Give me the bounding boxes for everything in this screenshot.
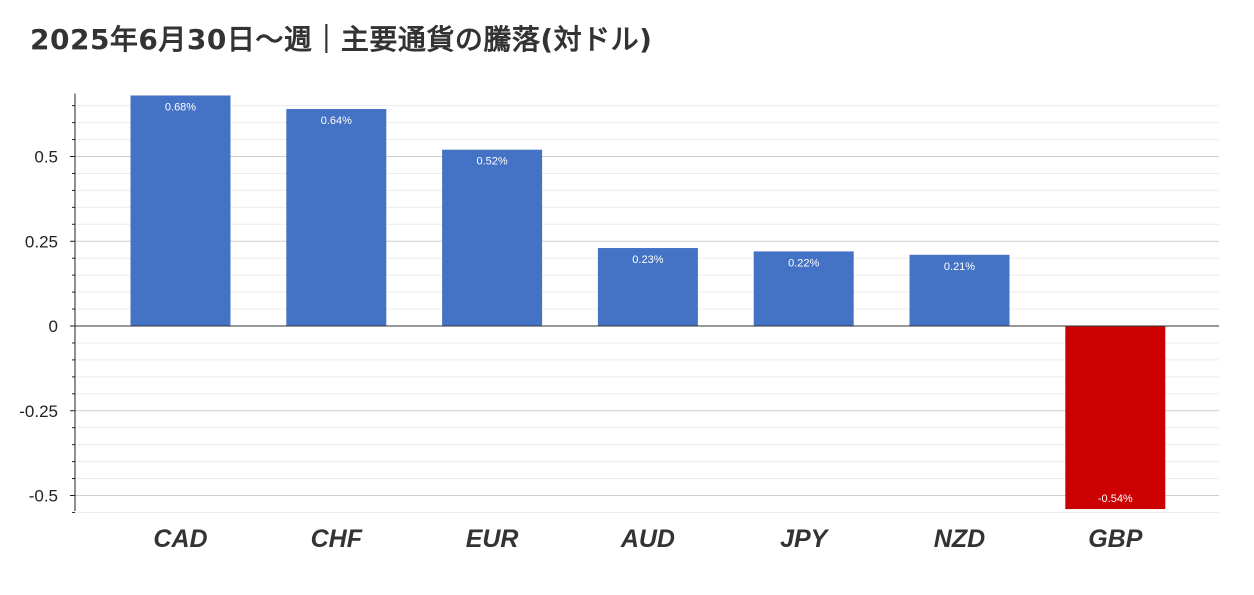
bar-gbp — [1065, 326, 1166, 510]
x-tick-label: CAD — [153, 525, 207, 553]
chart-title: 2025年6月30日～週｜主要通貨の騰落(対ドル) — [30, 23, 653, 56]
x-tick-label: JPY — [780, 525, 830, 553]
data-labels: 0.68% 0.64% 0.52% 0.23% 0.22% 0.21% -0.54% — [165, 101, 1133, 505]
x-tick-label: NZD — [934, 525, 985, 553]
y-axis: 0.5 0.25 0 -0.25 -0.5 — [19, 93, 76, 513]
data-label: 0.21% — [944, 261, 975, 273]
x-tick-label: EUR — [466, 525, 519, 553]
bars — [130, 95, 1166, 510]
data-label: 0.23% — [632, 254, 663, 266]
y-tick-label: -0.25 — [19, 402, 58, 421]
x-tick-label: CHF — [311, 525, 363, 553]
y-tick-label: 0.25 — [25, 232, 58, 251]
bar-jpy — [753, 251, 854, 326]
y-tick-label: 0.5 — [34, 148, 58, 167]
x-tick-label: GBP — [1088, 525, 1143, 553]
x-tick-label: AUD — [620, 525, 675, 553]
bar-cad — [130, 95, 231, 326]
data-label: 0.64% — [321, 115, 352, 127]
bar-nzd — [909, 254, 1010, 326]
bar-chf — [286, 109, 387, 326]
data-label: 0.22% — [788, 257, 819, 269]
bar-eur — [442, 149, 543, 326]
y-tick-label: -0.5 — [29, 487, 58, 506]
data-label: -0.54% — [1098, 493, 1133, 505]
data-label: 0.68% — [165, 101, 196, 113]
y-tick-label: 0 — [49, 317, 58, 336]
bar-aud — [597, 248, 698, 326]
data-label: 0.52% — [476, 156, 507, 168]
category-labels: CAD CHF EUR AUD JPY NZD GBP — [153, 525, 1142, 553]
